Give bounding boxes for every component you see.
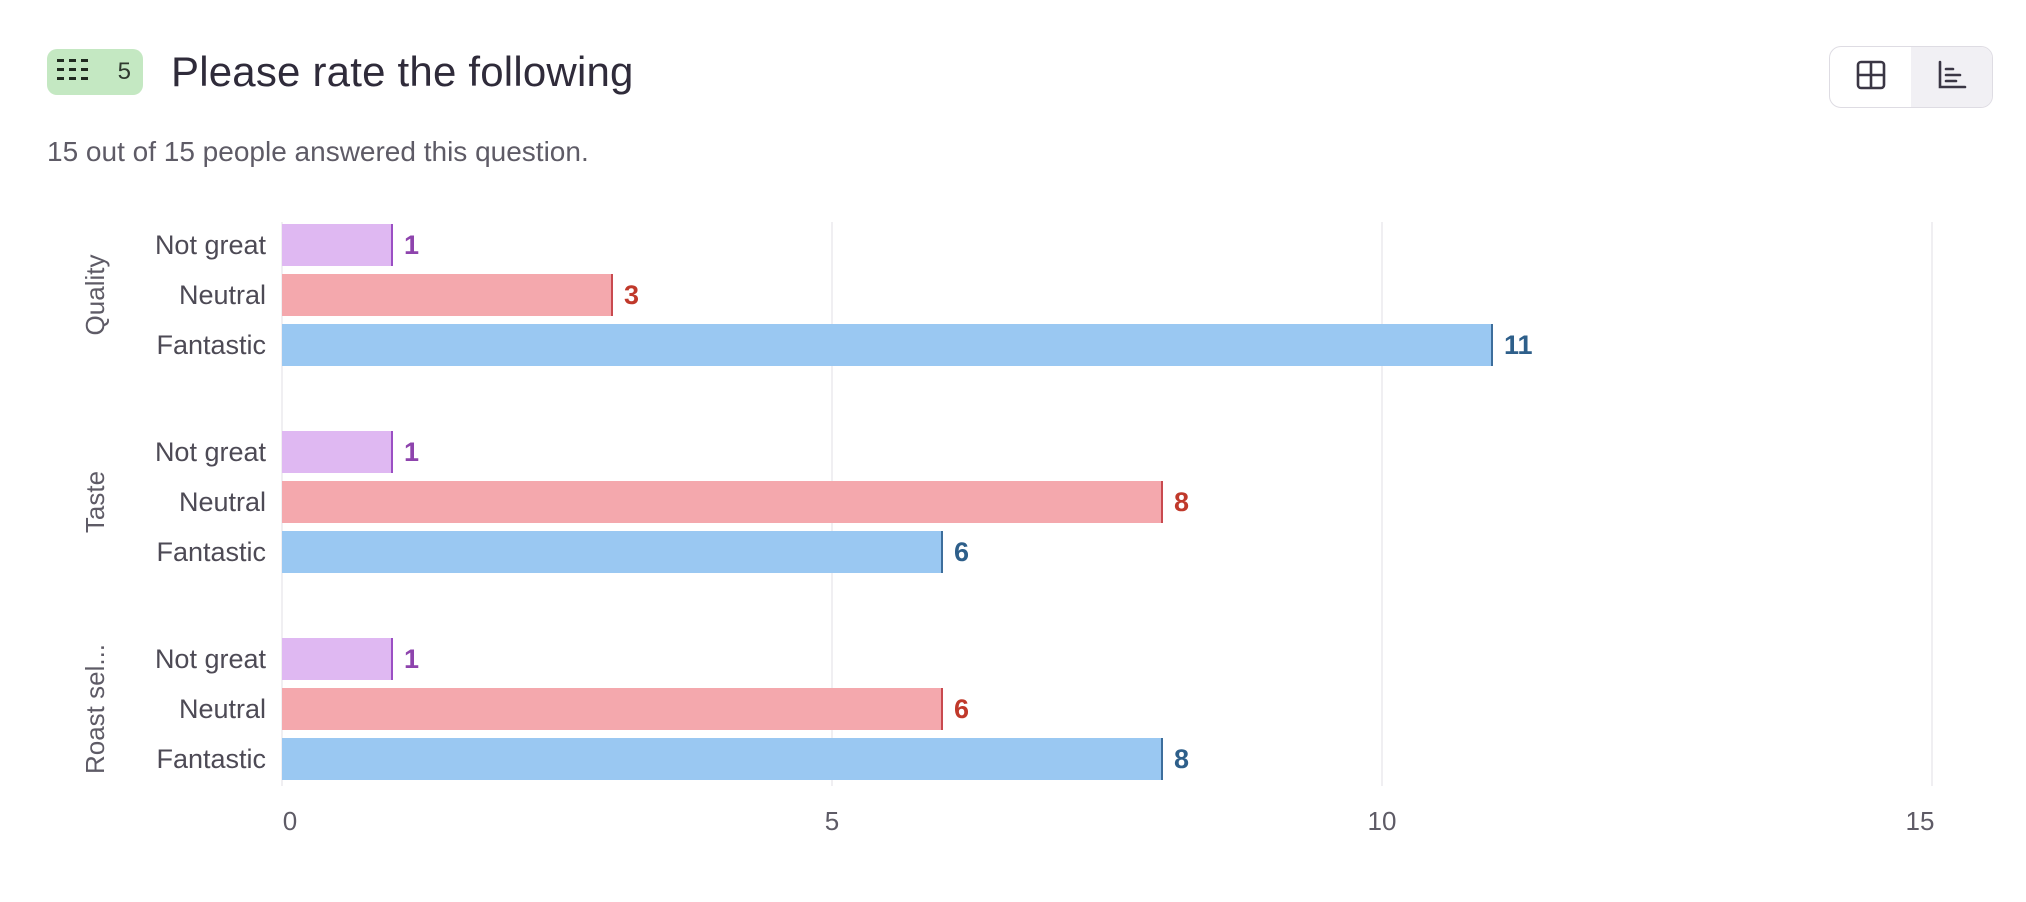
category-label: Neutral bbox=[179, 487, 266, 517]
matrix-grid-icon bbox=[57, 57, 91, 88]
category-label: Neutral bbox=[179, 280, 266, 310]
view-toggle bbox=[1829, 46, 1993, 108]
question-number: 5 bbox=[117, 58, 131, 85]
category-label: Fantastic bbox=[156, 330, 266, 360]
bar-value-label: 8 bbox=[1174, 744, 1189, 774]
question-header: 5 Please rate the following bbox=[47, 48, 634, 96]
bar-value-label: 8 bbox=[1174, 487, 1189, 517]
bar-value-label: 3 bbox=[624, 280, 639, 310]
table-view-button[interactable] bbox=[1830, 47, 1911, 107]
group-label: Quality bbox=[80, 255, 110, 336]
bar-value-label: 6 bbox=[954, 537, 969, 567]
bar bbox=[282, 481, 1162, 523]
bar-value-label: 11 bbox=[1504, 330, 1533, 360]
bar-chart-icon bbox=[1936, 59, 1968, 96]
group-label: Roast sel... bbox=[80, 644, 110, 774]
category-label: Neutral bbox=[179, 694, 266, 724]
bar bbox=[282, 638, 392, 680]
chart-view-button[interactable] bbox=[1911, 47, 1992, 107]
response-count-text: 15 out of 15 people answered this questi… bbox=[47, 136, 589, 167]
bar bbox=[282, 224, 392, 266]
bar bbox=[282, 688, 942, 730]
x-tick-label: 10 bbox=[1368, 806, 1397, 836]
bar-value-label: 1 bbox=[404, 437, 419, 467]
bar bbox=[282, 431, 392, 473]
category-label: Fantastic bbox=[156, 744, 266, 774]
x-tick-label: 0 bbox=[283, 806, 297, 836]
bar bbox=[282, 531, 942, 573]
category-label: Not great bbox=[155, 437, 267, 467]
category-label: Not great bbox=[155, 230, 267, 260]
bar-value-label: 6 bbox=[954, 694, 969, 724]
bar-value-label: 1 bbox=[404, 644, 419, 674]
x-tick-label: 5 bbox=[825, 806, 839, 836]
question-badge: 5 bbox=[47, 49, 143, 95]
bar bbox=[282, 324, 1492, 366]
category-label: Not great bbox=[155, 644, 267, 674]
question-title: Please rate the following bbox=[171, 48, 634, 95]
bar bbox=[282, 274, 612, 316]
bar bbox=[282, 738, 1162, 780]
table-grid-icon bbox=[1855, 59, 1887, 96]
group-label: Taste bbox=[80, 471, 110, 533]
category-label: Fantastic bbox=[156, 537, 266, 567]
x-tick-label: 15 bbox=[1906, 806, 1935, 836]
bar-value-label: 1 bbox=[404, 230, 419, 260]
